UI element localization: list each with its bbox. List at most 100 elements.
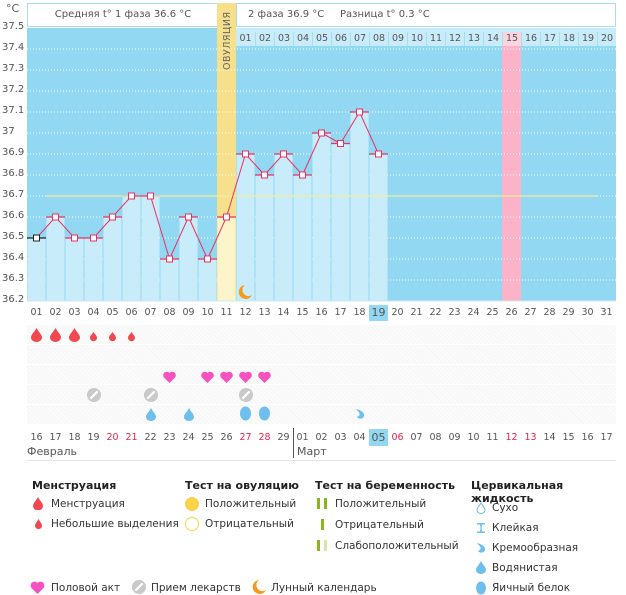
menstruation-light-icon[interactable] [84,327,103,346]
x-tick-label[interactable]: 15 [296,307,309,318]
x-tick-label[interactable]: 01 [30,307,43,318]
temperature-point [375,150,382,158]
cervical-eggwhite-icon[interactable] [236,406,255,425]
calendar-date[interactable]: 21 [125,432,138,443]
x-tick-label[interactable]: 20 [391,307,404,318]
calendar-date[interactable]: 12 [505,432,518,443]
calendar-date[interactable]: 22 [144,432,157,443]
calendar-date[interactable]: 24 [182,432,195,443]
menstruation-heavy-icon[interactable] [27,327,46,346]
medication-icon[interactable] [84,387,103,406]
calendar-date[interactable]: 05 [369,429,388,446]
calendar-date[interactable]: 02 [315,432,328,443]
calendar-date[interactable]: 11 [486,432,499,443]
calendar-date[interactable]: 26 [220,432,233,443]
legend-pregnancy-weak: Слабоположительный [335,540,459,552]
calendar-date[interactable]: 04 [353,432,366,443]
temperature-bar [217,217,236,301]
calendar-date[interactable]: 14 [543,432,556,443]
calendar-date[interactable]: 19 [87,432,100,443]
x-tick-label[interactable]: 08 [163,307,176,318]
x-tick-label[interactable]: 10 [201,307,214,318]
x-tick-label[interactable]: 28 [543,307,556,318]
intercourse-icon[interactable] [255,368,274,387]
medication-icon[interactable] [141,387,160,406]
x-tick-label[interactable]: 04 [87,307,100,318]
calendar-date[interactable]: 01 [296,432,309,443]
calendar-date[interactable]: 16 [30,432,43,443]
x-tick-label[interactable]: 11 [220,307,233,318]
intercourse-icon[interactable] [198,368,217,387]
month-divider [293,428,294,458]
x-tick-label[interactable]: 18 [353,307,366,318]
temperature-bar [141,196,160,301]
legend-cervical-title: Цервикальная жидкость [471,479,564,505]
x-tick-label[interactable]: 17 [334,307,347,318]
legend-ovulation-test-title: Тест на овуляцию [185,479,299,492]
cervical-watery-icon[interactable] [141,406,160,425]
intercourse-icon[interactable] [217,368,236,387]
x-tick-label[interactable]: 06 [125,307,138,318]
x-tick-label[interactable]: 23 [448,307,461,318]
temperature-chart: ОВУЛЯЦИЯ [27,3,616,302]
calendar-date[interactable]: 08 [429,432,442,443]
x-tick-label[interactable]: 13 [258,307,271,318]
calendar-date[interactable]: 15 [562,432,575,443]
x-tick-label[interactable]: 03 [68,307,81,318]
calendar-date[interactable]: 03 [334,432,347,443]
cervical-watery-icon[interactable] [179,406,198,425]
calendar-date[interactable]: 25 [201,432,214,443]
temperature-point [356,108,363,116]
y-tick-label: 36.2 [2,294,25,305]
x-tick-label[interactable]: 27 [524,307,537,318]
menstruation-light-icon[interactable] [122,327,141,346]
calendar-date[interactable]: 16 [581,432,594,443]
x-tick-label[interactable]: 22 [429,307,442,318]
x-tick-label[interactable]: 29 [562,307,575,318]
menstruation-heavy-icon[interactable] [65,327,84,346]
x-tick-label[interactable]: 05 [106,307,119,318]
x-tick-label[interactable]: 19 [369,305,388,321]
menstruation-light-icon[interactable] [103,327,122,346]
calendar-date[interactable]: 20 [106,432,119,443]
calendar-date[interactable]: 29 [277,432,290,443]
x-tick-label[interactable]: 14 [277,307,290,318]
calendar-date[interactable]: 28 [258,432,271,443]
medication-row [27,385,616,404]
calendar-date[interactable]: 10 [467,432,480,443]
x-tick-label[interactable]: 09 [182,307,195,318]
temperature-bar [84,238,103,301]
x-tick-label[interactable]: 12 [239,307,252,318]
x-tick-label[interactable]: 30 [581,307,594,318]
cervical-creamy-icon[interactable] [350,406,369,425]
calendar-date[interactable]: 27 [239,432,252,443]
x-tick-label[interactable]: 02 [49,307,62,318]
calendar-date[interactable]: 09 [448,432,461,443]
x-tick-label[interactable]: 25 [486,307,499,318]
intercourse-icon[interactable] [236,368,255,387]
x-tick-label[interactable]: 26 [505,307,518,318]
temperature-point [204,255,211,263]
menstruation-heavy-icon[interactable] [46,327,65,346]
calendar-date[interactable]: 06 [391,432,404,443]
calendar-date[interactable]: 17 [49,432,62,443]
phase2-day-label: 19 [578,32,597,46]
pregnancy-negative-icon [321,519,324,530]
x-tick-label[interactable]: 16 [315,307,328,318]
x-tick-label[interactable]: 07 [144,307,157,318]
pregnancy-weak-icon [317,540,320,551]
cervical-eggwhite-icon[interactable] [255,406,274,425]
x-tick-label[interactable]: 24 [467,307,480,318]
calendar-date[interactable]: 07 [410,432,423,443]
temperature-bar [350,112,369,301]
medication-icon[interactable] [236,387,255,406]
calendar-date[interactable]: 17 [600,432,613,443]
calendar-date[interactable]: 13 [524,432,537,443]
x-tick-label[interactable]: 31 [600,307,613,318]
temperature-bar [255,175,274,301]
y-tick-label: 37.2 [2,84,25,95]
intercourse-icon[interactable] [160,368,179,387]
x-tick-label[interactable]: 21 [410,307,423,318]
calendar-date[interactable]: 23 [163,432,176,443]
calendar-date[interactable]: 18 [68,432,81,443]
